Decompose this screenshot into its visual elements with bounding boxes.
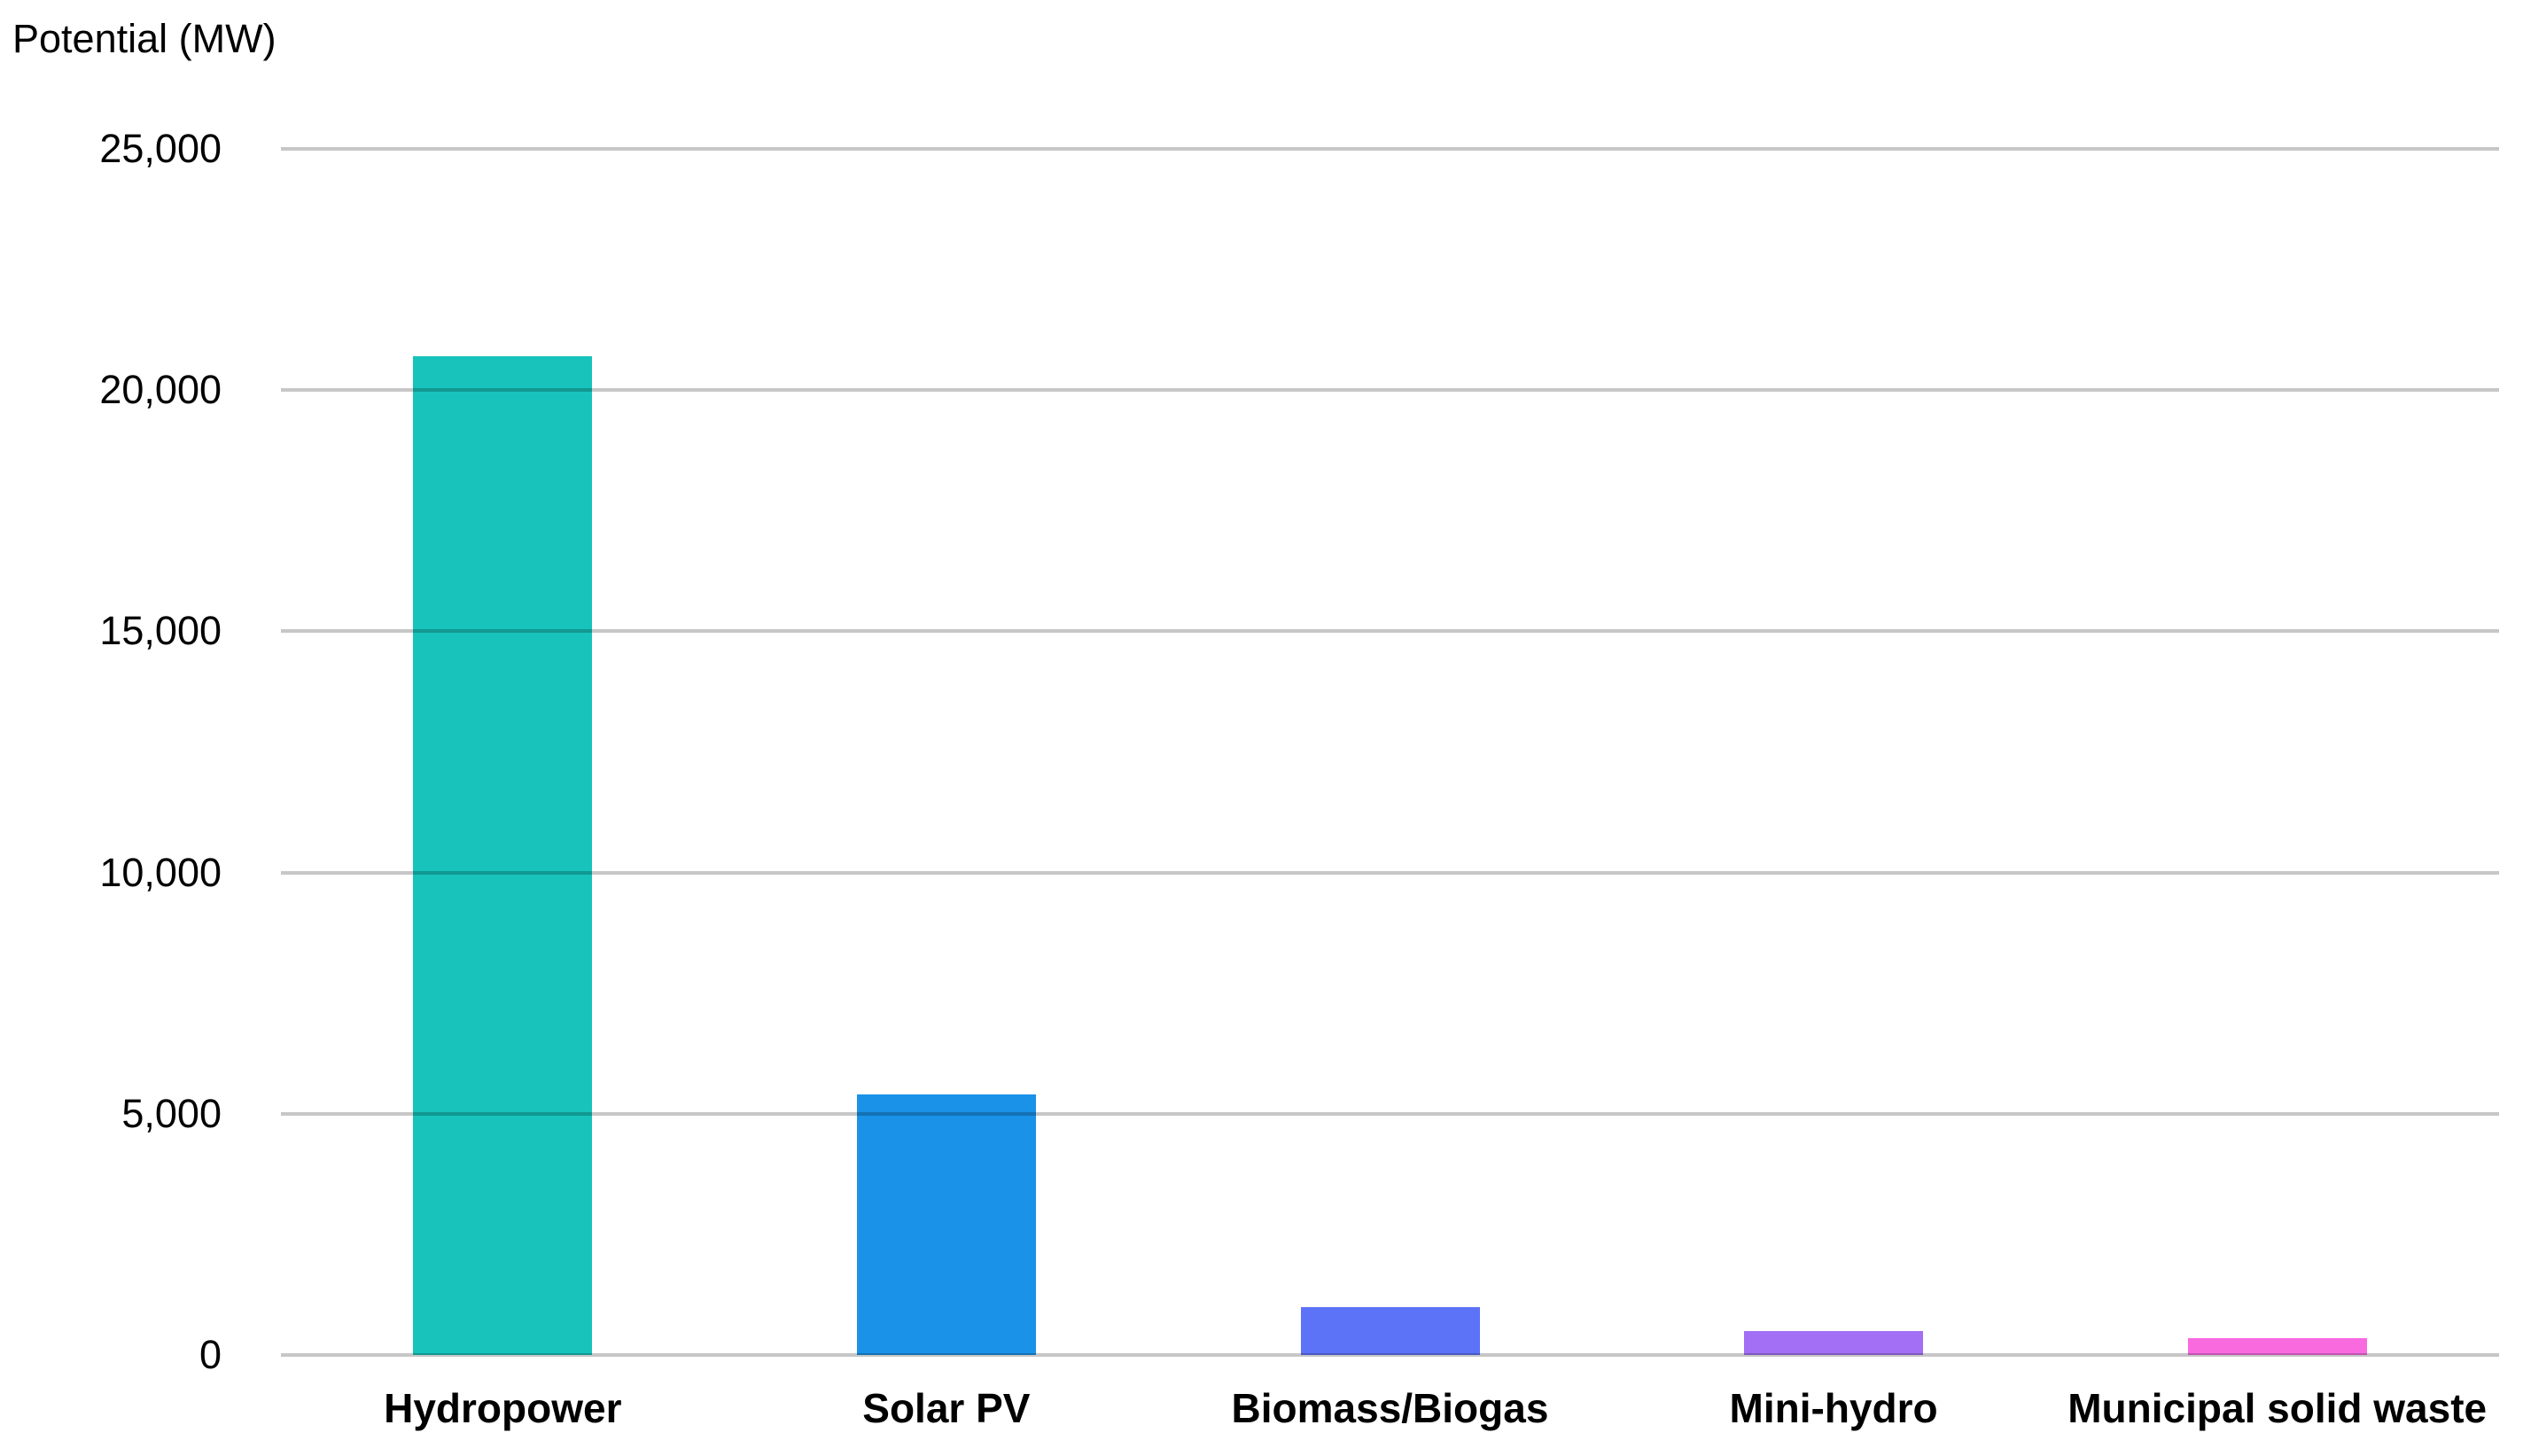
gridline-10000 [281,870,2499,875]
bar-biomass-biogas [1300,1306,1480,1355]
bar-municipal-solid-waste [2187,1337,2367,1355]
y-axis: 0 5,000 10,000 15,000 20,000 25,000 [0,126,222,1377]
x-axis-label: Biomass/Biogas [1231,1385,1549,1431]
y-axis-tick-label: 0 [199,1332,222,1377]
y-axis-tick-label: 20,000 [99,367,222,413]
x-axis-label: Solar PV [862,1385,1031,1431]
y-axis-tick-label: 10,000 [99,849,222,895]
x-axis: Hydropower Solar PV Biomass/Biogas Mini-hyd… [281,1381,2499,1436]
gridline-5000 [281,1111,2499,1116]
x-axis-label: Hydropower [384,1385,622,1431]
gridline-0 [281,1353,2499,1357]
chart-title: Potential (MW) [12,16,276,61]
x-axis-label: Mini-hydro [1729,1385,1938,1431]
gridline-15000 [281,629,2499,634]
y-axis-tick-label: 15,000 [99,608,222,654]
y-axis-tick-label: 25,000 [99,126,222,171]
bar-hydropower [413,356,593,1355]
gridline-20000 [281,388,2499,393]
x-axis-label: Municipal solid waste [2067,1385,2488,1431]
y-axis-tick-label: 5,000 [121,1090,222,1136]
bar-solar-pv [856,1094,1036,1355]
plot-area [281,147,2499,1357]
bar-mini-hydro [1744,1330,1924,1355]
gridline-25000 [281,147,2499,151]
